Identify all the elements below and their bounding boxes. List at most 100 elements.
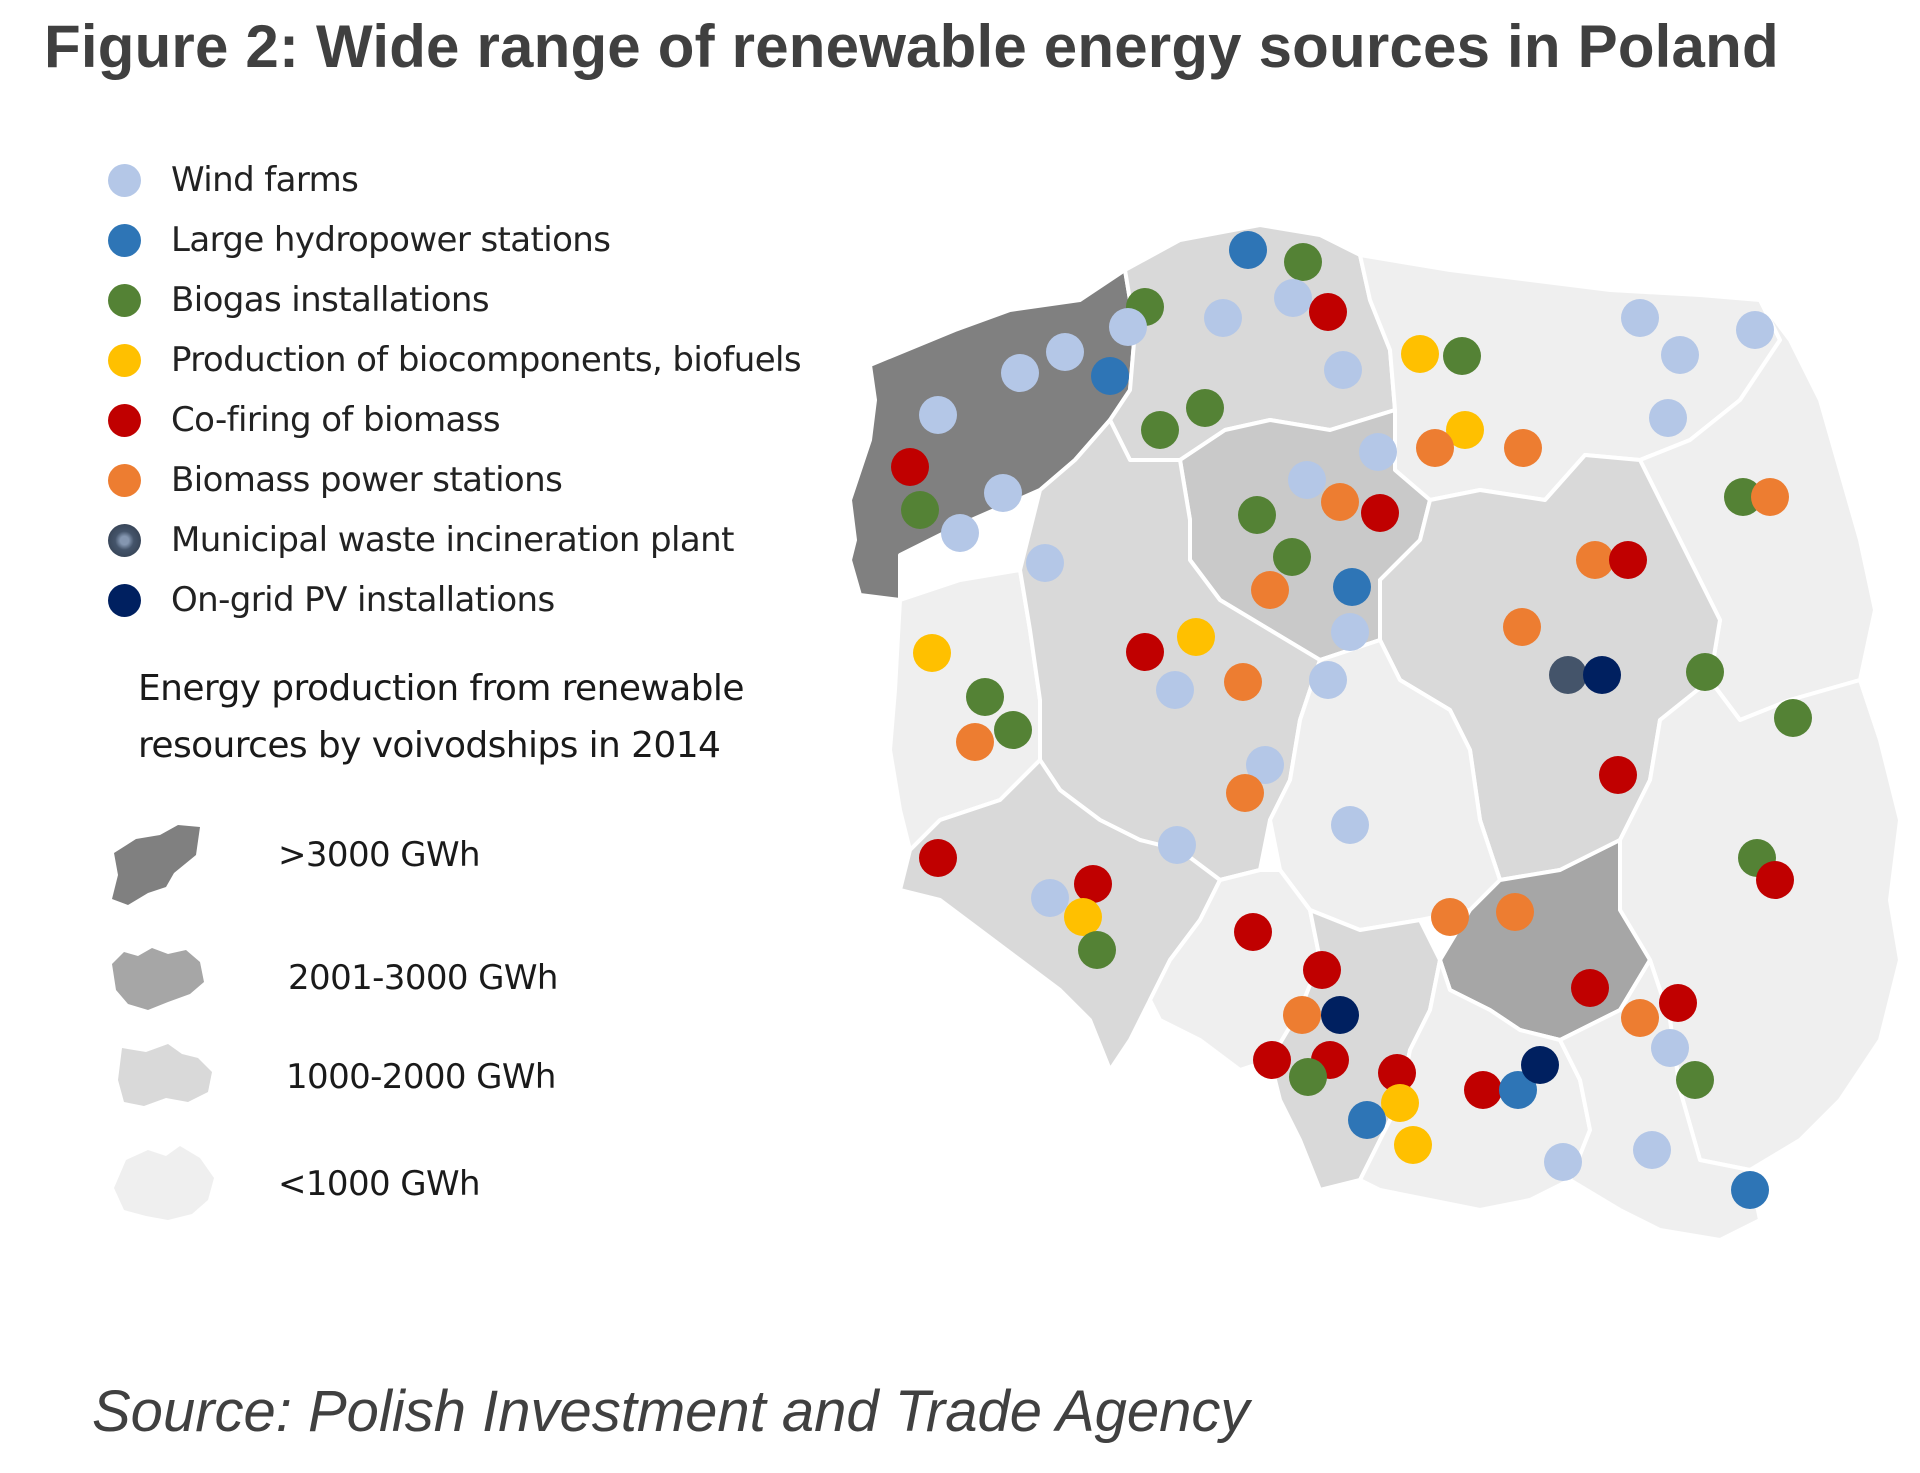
cofiring-site-marker <box>1659 984 1697 1022</box>
cofiring-site-marker <box>1303 951 1341 989</box>
legend-label: Co-firing of biomass <box>171 400 501 440</box>
biofuel-site-marker <box>1446 411 1484 449</box>
biomass-site-marker <box>1226 774 1264 812</box>
hydro-site-marker <box>1229 231 1267 269</box>
pv-site-marker <box>1521 1046 1559 1084</box>
legend-label: Biomass power stations <box>171 460 563 500</box>
legend-item-biomass: Biomass power stations <box>108 455 563 505</box>
wind-site-marker <box>1046 333 1084 371</box>
cofiring-site-marker <box>1126 633 1164 671</box>
wind-site-marker <box>1651 1029 1689 1067</box>
hydro-site-marker <box>1333 568 1371 606</box>
biomass-site-marker <box>1224 663 1262 701</box>
biofuel-site-marker <box>1064 898 1102 936</box>
wind-site-marker <box>1288 461 1326 499</box>
biogas-site-marker <box>1686 653 1724 691</box>
hydro-site-marker <box>1731 1171 1769 1209</box>
biogas-site-marker <box>1284 243 1322 281</box>
cofiring-marker-icon <box>108 403 141 437</box>
cofiring-site-marker <box>1599 756 1637 794</box>
wind-site-marker <box>1026 544 1064 582</box>
biogas-site-marker <box>1238 496 1276 534</box>
wind-site-marker <box>1331 613 1369 651</box>
scale-label: 2001-3000 GWh <box>288 958 558 998</box>
wind-site-marker <box>1359 433 1397 471</box>
wind-site-marker <box>1544 1143 1582 1181</box>
biomass-site-marker <box>956 723 994 761</box>
biomass-site-marker <box>1321 483 1359 521</box>
biogas-site-marker <box>1289 1058 1327 1096</box>
cofiring-site-marker <box>1609 541 1647 579</box>
biomass-site-marker <box>1251 571 1289 609</box>
biogas-site-marker <box>1774 699 1812 737</box>
biomass-site-marker <box>1621 999 1659 1037</box>
biogas-site-marker <box>1141 411 1179 449</box>
wind-site-marker <box>1736 311 1774 349</box>
wind-site-marker <box>1309 661 1347 699</box>
biogas-site-marker <box>1724 478 1762 516</box>
biofuel-site-marker <box>1394 1126 1432 1164</box>
hydro-site-marker <box>1499 1071 1537 1109</box>
biomass-site-marker <box>1431 898 1469 936</box>
legend-label: Large hydropower stations <box>171 220 611 260</box>
cofiring-site-marker <box>1464 1071 1502 1109</box>
pv-site-marker <box>1583 656 1621 694</box>
legend-item-cofiring: Co-firing of biomass <box>108 395 501 445</box>
wind-site-marker <box>941 514 979 552</box>
legend-label: Municipal waste incineration plant <box>171 520 734 560</box>
biofuel-site-marker <box>1381 1084 1419 1122</box>
legend-item-hydro: Large hydropower stations <box>108 215 611 265</box>
wind-site-marker <box>1324 351 1362 389</box>
biogas-site-marker <box>1186 389 1224 427</box>
cofiring-site-marker <box>919 839 957 877</box>
biogas-site-marker <box>1078 931 1116 969</box>
energy-scale-heading: Energy production from renewable resourc… <box>138 668 744 766</box>
legend-item-biogas: Biogas installations <box>108 275 490 325</box>
legend-item-pv: On-grid PV installations <box>108 575 555 625</box>
pv-marker-icon <box>108 583 141 617</box>
biofuel-site-marker <box>1401 335 1439 373</box>
biogas-site-marker <box>1443 337 1481 375</box>
biomass-marker-icon <box>108 463 141 497</box>
wind-site-marker <box>1649 399 1687 437</box>
biogas-site-marker <box>1676 1061 1714 1099</box>
cofiring-site-marker <box>1074 865 1112 903</box>
biomass-site-marker <box>1496 893 1534 931</box>
biogas-site-marker <box>966 678 1004 716</box>
wind-site-marker <box>1158 826 1196 864</box>
legend-label: Production of biocomponents, biofuels <box>171 340 802 380</box>
wind-site-marker <box>1204 299 1242 337</box>
wind-site-marker <box>1156 671 1194 709</box>
hydropower-marker-icon <box>108 223 141 257</box>
biomass-site-marker <box>1416 429 1454 467</box>
hydro-site-marker <box>1348 1101 1386 1139</box>
pv-site-marker <box>1321 996 1359 1034</box>
waste-site-marker <box>1549 656 1587 694</box>
biogas-site-marker <box>901 491 939 529</box>
region-swatch-icon <box>112 948 204 1010</box>
biofuel-marker-icon <box>108 343 141 377</box>
region-swatch-icon <box>112 825 200 905</box>
wind-site-marker <box>1031 879 1069 917</box>
hydro-site-marker <box>1091 357 1129 395</box>
cofiring-site-marker <box>1234 913 1272 951</box>
wind-site-marker <box>1001 354 1039 392</box>
installation-markers <box>891 231 1812 1209</box>
biogas-marker-icon <box>108 283 141 317</box>
wind-site-marker <box>1661 336 1699 374</box>
wind-site-marker <box>1331 806 1369 844</box>
biogas-site-marker <box>1273 538 1311 576</box>
scale-label: >3000 GWh <box>278 835 481 875</box>
legend-item-waste: Municipal waste incineration plant <box>108 515 734 565</box>
wind-site-marker <box>1621 299 1659 337</box>
wind-farm-marker-icon <box>108 163 141 197</box>
cofiring-site-marker <box>1253 1041 1291 1079</box>
region-swatch-icon <box>118 1044 212 1106</box>
wind-site-marker <box>1246 746 1284 784</box>
biomass-site-marker <box>1283 996 1321 1034</box>
wind-site-marker <box>1109 308 1147 346</box>
wind-site-marker <box>919 396 957 434</box>
biogas-site-marker <box>994 711 1032 749</box>
legend-label: Biogas installations <box>171 280 490 320</box>
cofiring-site-marker <box>1378 1054 1416 1092</box>
